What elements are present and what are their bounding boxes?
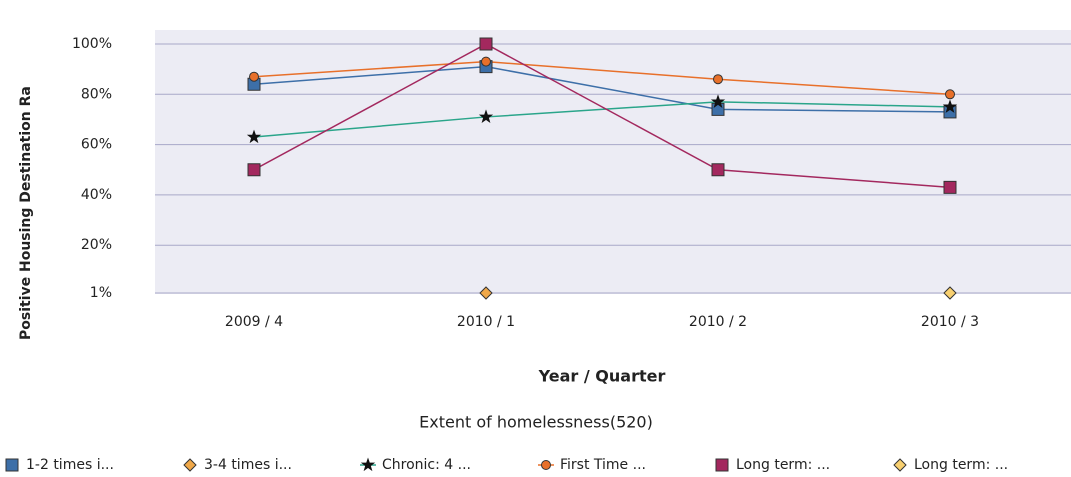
y-tick-label: 60% — [81, 137, 112, 153]
marker — [942, 99, 958, 113]
x-axis-label: Year / Quarter — [538, 367, 666, 386]
y-tick-label: 80% — [81, 86, 112, 102]
y-tick-label: 100% — [72, 36, 112, 52]
marker — [479, 37, 493, 51]
marker — [541, 460, 551, 470]
plot-area — [155, 30, 1071, 294]
marker — [711, 102, 725, 116]
y-tick-label: 1% — [90, 285, 112, 301]
x-tick-label: 2010 / 1 — [457, 314, 515, 330]
marker — [481, 56, 491, 67]
legend-label: Long term: ... — [736, 457, 830, 473]
y-axis-label: Positive Housing Destination Ra — [18, 86, 34, 340]
marker — [713, 74, 723, 85]
marker — [943, 180, 957, 194]
series-line — [253, 101, 951, 138]
marker — [945, 89, 955, 100]
x-tick-label: 2010 / 3 — [921, 314, 979, 330]
legend-label: 1-2 times i... — [26, 457, 114, 473]
legend-label: Long term: ... — [914, 457, 1008, 473]
marker — [183, 458, 197, 472]
marker — [711, 163, 725, 177]
marker — [249, 71, 259, 82]
legend-label: Chronic: 4 ... — [382, 457, 471, 473]
x-tick-label: 2010 / 2 — [689, 314, 747, 330]
marker — [478, 109, 494, 124]
marker — [479, 286, 493, 300]
y-tick-label: 20% — [81, 237, 112, 253]
marker — [5, 458, 19, 472]
marker — [246, 129, 262, 144]
series-line — [253, 60, 951, 96]
x-tick-label: 2009 / 4 — [225, 314, 283, 330]
marker — [715, 458, 729, 472]
marker — [893, 458, 907, 472]
marker — [943, 286, 957, 300]
legend-label: First Time ... — [560, 457, 646, 473]
legend-label: 3-4 times i... — [204, 457, 292, 473]
marker — [247, 163, 261, 177]
series-line — [253, 65, 951, 113]
marker — [710, 94, 726, 108]
y-tick-label: 40% — [81, 187, 112, 203]
chart-title: Extent of homelessness(520) — [419, 413, 653, 432]
marker — [360, 457, 376, 472]
series-line — [253, 43, 951, 189]
